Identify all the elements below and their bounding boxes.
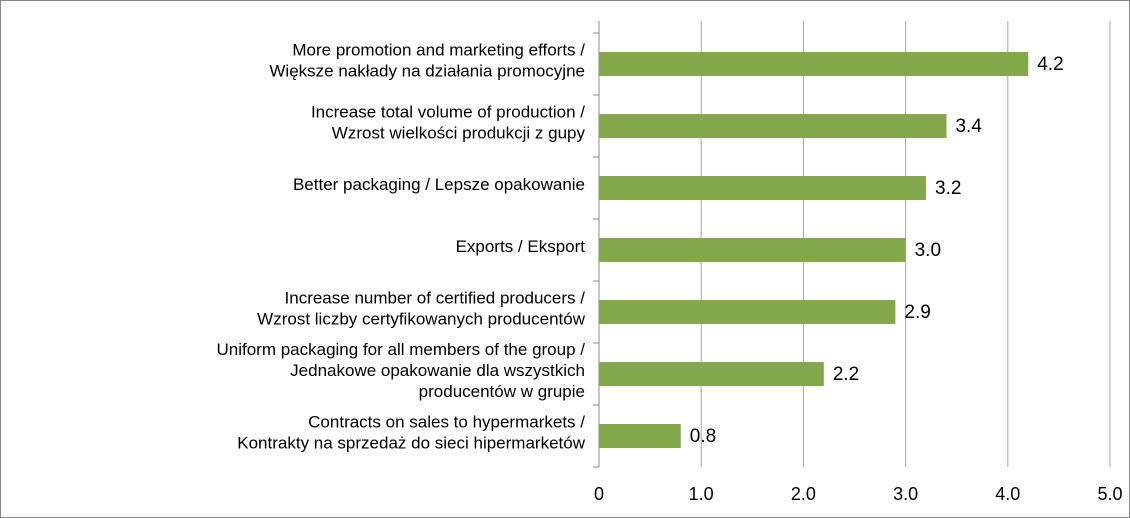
y-tick-label-line: Wzrost wielkości produkcji z gupy — [332, 124, 586, 143]
y-tick-label: More promotion and marketing efforts / Wi… — [269, 41, 585, 81]
x-tick-label: 1.0 — [689, 484, 714, 504]
data-label: 2.2 — [833, 364, 859, 385]
y-tick-label-line: Uniform packaging for all members of the… — [216, 340, 585, 359]
y-tick-label: Contracts on sales to hypermarkets / Kont… — [237, 413, 585, 453]
y-tick-label: Uniform packaging for all members of the… — [216, 340, 585, 401]
x-tick-label: 0 — [594, 484, 604, 504]
bar — [599, 362, 824, 386]
x-tick-label: 4.0 — [995, 484, 1020, 504]
y-tick-label-line: Wzrost liczby certyfikowanych producentó… — [257, 310, 586, 329]
y-tick-label-line: Jednakowe opakowanie dla wszystkich — [290, 361, 585, 380]
data-label: 3.4 — [955, 116, 982, 137]
y-tick-label: Better packaging / Lepsze opakowanie — [293, 175, 585, 194]
y-tick-label-line: Większe nakłady na działania promocyjne — [269, 62, 585, 81]
y-tick-label-line: Better packaging / Lepsze opakowanie — [293, 175, 585, 194]
y-tick-label-line: Exports / Eksport — [456, 237, 586, 256]
y-tick-label-line: Kontrakty na sprzedaż do sieci hipermark… — [237, 434, 585, 453]
bar — [599, 52, 1029, 76]
x-tick-label: 5.0 — [1097, 484, 1122, 504]
data-label: 3.0 — [915, 240, 941, 261]
y-tick-label-line: producentów w grupie — [419, 382, 585, 401]
y-tick-label: Increase number of certified producers /… — [257, 289, 586, 329]
y-tick-label-line: Increase number of certified producers / — [285, 289, 586, 308]
y-tick-label-line: Contracts on sales to hypermarkets / — [308, 413, 585, 432]
x-tick-label: 3.0 — [893, 484, 918, 504]
bar — [599, 424, 681, 448]
y-tick-label-line: Increase total volume of production / — [311, 103, 585, 122]
y-tick-label: Increase total volume of production / Wzr… — [311, 103, 586, 143]
bar — [599, 238, 906, 262]
data-label: 3.2 — [935, 178, 961, 199]
bar — [599, 114, 947, 138]
x-tick-label: 2.0 — [791, 484, 816, 504]
bar — [599, 176, 927, 200]
bar — [599, 300, 896, 324]
y-tick-label: Exports / Eksport — [456, 237, 586, 256]
y-tick-label-line: More promotion and marketing efforts / — [292, 41, 585, 60]
data-label: 0.8 — [690, 426, 716, 447]
data-label: 4.2 — [1037, 54, 1063, 75]
data-label: 2.9 — [904, 302, 930, 323]
